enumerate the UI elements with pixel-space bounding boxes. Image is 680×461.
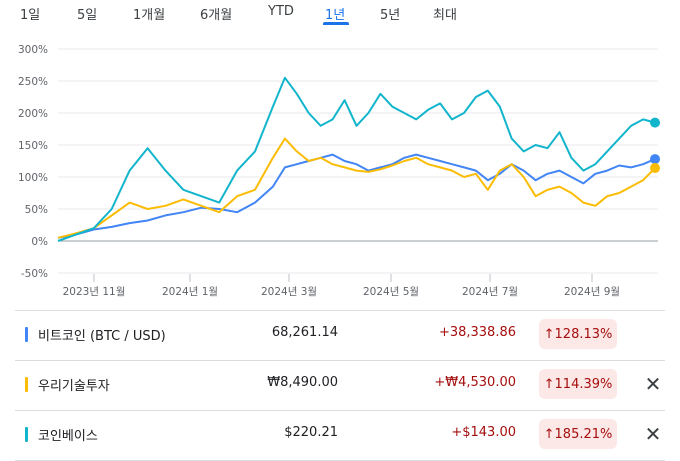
remove-comparison-close-icon[interactable]: ✕ — [644, 422, 662, 446]
comparison-row-woori[interactable]: 우리기술투자 ₩8,490.00 +₩4,530.00 ↑ 114.39% ✕ — [15, 361, 665, 409]
row-separator — [15, 410, 665, 411]
series-line-0 — [57, 153, 656, 239]
tab-6m[interactable]: 6개월 — [200, 8, 233, 23]
percent-value: 114.39% — [554, 376, 613, 392]
series-line-2 — [57, 76, 656, 242]
series-endpoint-1 — [650, 163, 660, 174]
percent-change-badge: ↑ 128.13% — [539, 319, 617, 349]
asset-name: 코인베이스 — [38, 429, 98, 444]
y-tick-label: 100% — [18, 172, 48, 184]
series-color-bar — [25, 327, 28, 342]
asset-change: +₩4,530.00 — [434, 375, 516, 390]
tab-max[interactable]: 최대 — [433, 8, 457, 23]
x-tick-label: 2024년 9월 — [564, 286, 620, 298]
tab-1y[interactable]: 1년 — [325, 8, 346, 23]
y-tick-label: 200% — [18, 108, 48, 120]
y-tick-label: 0% — [31, 236, 48, 248]
y-tick-label: 250% — [18, 76, 48, 88]
arrow-up-icon: ↑ — [543, 326, 555, 342]
percent-change-badge: ↑ 114.39% — [539, 369, 617, 399]
arrow-up-icon: ↑ — [543, 376, 555, 392]
asset-price: $220.21 — [284, 425, 338, 440]
tab-1d[interactable]: 1일 — [20, 8, 41, 23]
asset-name: 비트코인 (BTC / USD) — [38, 329, 166, 344]
asset-name: 우리기술투자 — [38, 379, 110, 394]
y-tick-label: 50% — [25, 204, 48, 216]
percent-change-badge: ↑ 185.21% — [539, 419, 617, 449]
y-tick-label: -50% — [21, 268, 48, 280]
series-color-bar — [25, 427, 28, 442]
percent-value: 128.13% — [554, 326, 613, 342]
asset-price: ₩8,490.00 — [267, 375, 338, 390]
active-tab-indicator — [323, 22, 349, 25]
arrow-up-icon: ↑ — [543, 426, 555, 442]
comparison-row-coinbase[interactable]: 코인베이스 $220.21 +$143.00 ↑ 185.21% ✕ — [15, 411, 665, 459]
percent-value: 185.21% — [554, 426, 613, 442]
x-tick-label: 2024년 3월 — [261, 286, 317, 298]
x-tick-label: 2024년 5월 — [363, 286, 419, 298]
series-line-1 — [57, 137, 656, 239]
tab-5d[interactable]: 5일 — [77, 8, 98, 23]
comparison-row-btc[interactable]: 비트코인 (BTC / USD) 68,261.14 +38,338.86 ↑ … — [15, 311, 665, 359]
x-tick-label: 2023년 11월 — [63, 286, 126, 298]
tab-ytd[interactable]: YTD — [268, 4, 294, 19]
series-endpoint-0 — [650, 154, 660, 165]
series-color-bar — [25, 377, 28, 392]
asset-price: 68,261.14 — [271, 325, 338, 340]
tab-5y[interactable]: 5년 — [380, 8, 401, 23]
asset-change: +$143.00 — [451, 425, 516, 440]
y-tick-label: 150% — [18, 140, 48, 152]
range-tabs: 1일 5일 1개월 6개월 YTD 1년 5년 최대 — [0, 0, 680, 28]
tab-1m[interactable]: 1개월 — [133, 8, 166, 23]
asset-change: +38,338.86 — [438, 325, 516, 340]
x-tick-label: 2024년 7월 — [462, 286, 518, 298]
row-separator — [15, 360, 665, 361]
series-endpoint-2 — [650, 117, 660, 128]
x-tick-label: 2024년 1월 — [162, 286, 218, 298]
remove-comparison-close-icon[interactable]: ✕ — [644, 372, 662, 396]
y-tick-label: 300% — [18, 44, 48, 56]
comparison-line-chart: 300% 250% 200% 150% 100% 50% 0% -50% 2023년 11월 2… — [18, 44, 660, 298]
row-separator — [15, 310, 665, 311]
